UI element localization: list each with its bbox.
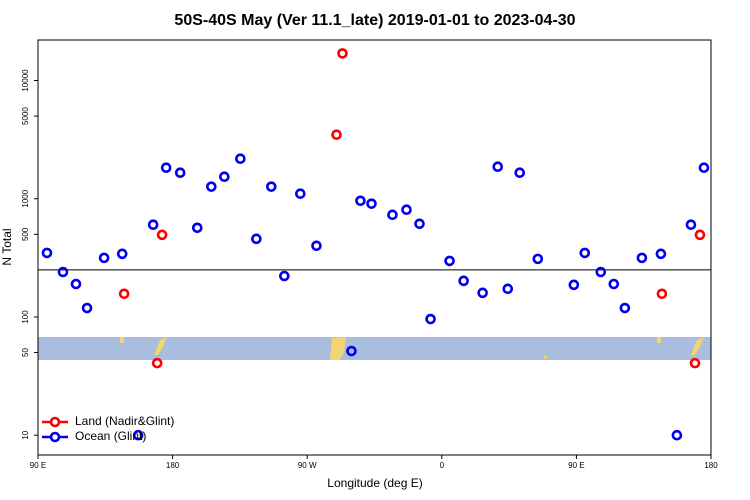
point xyxy=(295,188,306,199)
y-axis-label: N Total xyxy=(0,228,14,265)
point xyxy=(57,266,69,278)
point xyxy=(425,313,436,325)
x-tick-label: 180 xyxy=(704,461,718,470)
point xyxy=(219,171,230,183)
point xyxy=(266,181,277,192)
point xyxy=(689,357,701,369)
point xyxy=(160,162,172,173)
point xyxy=(156,229,168,241)
point xyxy=(366,198,377,209)
point xyxy=(636,252,648,264)
point xyxy=(191,222,203,234)
point xyxy=(132,429,144,441)
x-tick-label: 0 xyxy=(440,461,445,470)
point xyxy=(595,266,607,278)
point xyxy=(355,195,366,207)
point xyxy=(331,129,342,140)
y-tick-label: 500 xyxy=(21,227,30,241)
legend-label: Land (Nadir&Glint) xyxy=(75,414,174,428)
legend-marker xyxy=(49,416,61,428)
legend-marker xyxy=(49,431,61,443)
point xyxy=(147,219,159,230)
point xyxy=(116,248,128,260)
point xyxy=(401,204,412,216)
point xyxy=(387,209,398,221)
y-tick-label: 10 xyxy=(21,430,30,439)
map-strip xyxy=(38,337,711,360)
point xyxy=(98,252,110,264)
point xyxy=(477,287,488,299)
y-tick-label: 50 xyxy=(21,348,30,357)
point xyxy=(346,345,357,357)
point xyxy=(698,162,710,173)
point xyxy=(235,153,246,165)
point xyxy=(514,167,526,178)
point xyxy=(251,233,262,245)
point xyxy=(151,357,163,369)
point xyxy=(41,247,53,259)
x-tick-label: 90 E xyxy=(30,461,46,470)
point xyxy=(444,255,455,267)
point xyxy=(568,279,580,291)
point xyxy=(579,247,591,259)
x-axis-label: Longitude (deg E) xyxy=(327,476,422,490)
point xyxy=(492,161,504,172)
point xyxy=(81,302,93,314)
point xyxy=(458,275,469,287)
point xyxy=(656,288,668,300)
point xyxy=(174,167,186,178)
land-strip xyxy=(120,337,704,360)
point xyxy=(655,248,667,260)
point xyxy=(608,278,620,290)
point xyxy=(502,283,514,295)
x-tick-label: 90 W xyxy=(298,461,317,470)
point xyxy=(694,229,706,241)
y-tick-label: 100 xyxy=(21,310,30,324)
legend-label: Ocean (Glint) xyxy=(75,429,146,443)
x-tick-label: 90 E xyxy=(568,461,584,470)
point xyxy=(279,270,290,282)
point xyxy=(532,253,544,265)
y-tick-label: 10000 xyxy=(21,69,30,92)
point xyxy=(118,288,130,300)
plot-frame xyxy=(37,39,712,456)
x-tick-label: 180 xyxy=(166,461,180,470)
point xyxy=(685,219,697,230)
point xyxy=(206,181,217,192)
point xyxy=(337,48,348,59)
chart-title: 50S-40S May (Ver 11.1_late) 2019-01-01 t… xyxy=(174,12,575,29)
point xyxy=(414,218,425,230)
point xyxy=(70,278,82,290)
point xyxy=(311,240,322,252)
y-tick-label: 1000 xyxy=(21,189,30,207)
point xyxy=(671,429,683,441)
y-tick-label: 5000 xyxy=(21,107,30,125)
point xyxy=(619,302,631,314)
